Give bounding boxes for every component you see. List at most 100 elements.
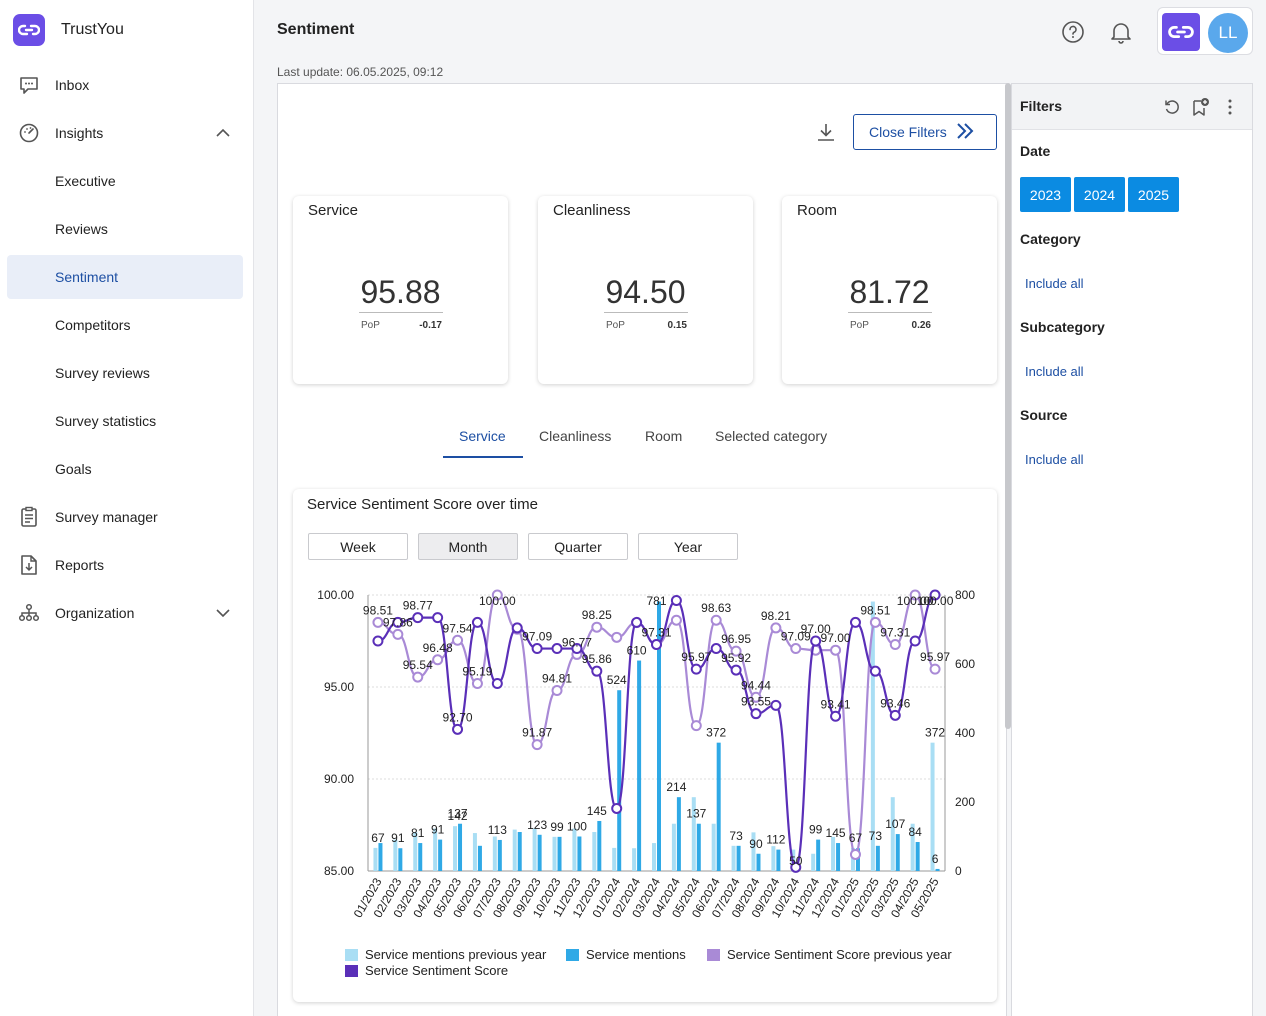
period-month-button[interactable]: Month — [418, 533, 518, 560]
chevron-down-icon[interactable] — [215, 605, 231, 621]
line-point — [432, 654, 444, 666]
legend-label: Service mentions previous year — [365, 947, 547, 962]
bell-icon[interactable] — [1109, 20, 1133, 44]
bar — [751, 832, 756, 871]
sidebar-item-reviews[interactable]: Reviews — [7, 207, 243, 251]
line-point — [611, 631, 623, 643]
tab-selected-category[interactable]: Selected category — [715, 428, 828, 444]
line-data-label: 96.95 — [721, 632, 751, 646]
sidebar-item-organization[interactable]: Organization — [7, 591, 243, 635]
sidebar-item-sentiment[interactable]: Sentiment — [7, 255, 243, 299]
bar — [458, 823, 463, 871]
legend-item-mentions[interactable]: Service mentions — [566, 947, 686, 962]
bar-data-label: 113 — [488, 823, 507, 837]
bar — [915, 842, 920, 871]
line-point — [551, 684, 563, 696]
bar — [517, 832, 522, 871]
tab-service[interactable]: Service — [459, 428, 506, 444]
subcategory-include-all-link[interactable]: Include all — [1025, 364, 1084, 379]
reset-icon[interactable] — [1162, 97, 1182, 117]
line-point — [869, 616, 881, 628]
sidebar-item-insights[interactable]: Insights — [7, 111, 243, 155]
bar — [910, 823, 915, 871]
tab-cleanliness[interactable]: Cleanliness — [539, 428, 612, 444]
account-switcher[interactable]: LL — [1157, 7, 1253, 55]
line-point — [531, 643, 543, 655]
line-point — [690, 720, 702, 732]
legend-swatch — [345, 964, 358, 977]
line-data-label: 97.86 — [383, 615, 413, 629]
source-include-all-link[interactable]: Include all — [1025, 452, 1084, 467]
line-point — [392, 616, 404, 628]
bar — [393, 839, 398, 871]
year-2025-button[interactable]: 2025 — [1128, 177, 1179, 212]
report-icon — [18, 554, 40, 576]
sidebar-item-goals[interactable]: Goals — [7, 447, 243, 491]
year-2024-button[interactable]: 2024 — [1074, 177, 1125, 212]
legend-label: Service mentions — [586, 947, 686, 962]
bar-data-label: 67 — [371, 831, 385, 845]
period-quarter-button[interactable]: Quarter — [528, 533, 628, 560]
sidebar-item-label: Executive — [55, 173, 116, 189]
line-data-label: 95.54 — [403, 658, 433, 672]
help-icon[interactable] — [1061, 20, 1085, 44]
kpi-pop-delta: 0.26 — [911, 320, 931, 331]
period-year-button[interactable]: Year — [638, 533, 738, 560]
legend-swatch — [707, 948, 720, 961]
close-filters-button[interactable]: Close Filters — [853, 114, 997, 150]
bar — [935, 868, 940, 871]
close-filters-label: Close Filters — [869, 124, 947, 140]
line-point — [670, 595, 682, 607]
line-point — [929, 663, 941, 675]
kpi-value: 81.72 — [849, 274, 930, 310]
bar-data-label: 99 — [550, 820, 564, 834]
chevron-up-icon[interactable] — [215, 125, 231, 141]
brand[interactable]: TrustYou — [13, 14, 124, 46]
line-data-label: 97.00 — [821, 631, 851, 645]
bar — [676, 797, 681, 871]
y-right-tick-label: 800 — [955, 588, 975, 602]
bar-data-label: 137 — [686, 807, 706, 821]
download-icon[interactable] — [815, 121, 837, 143]
bar — [836, 843, 841, 871]
bar-data-label: 100 — [567, 820, 587, 834]
bar — [831, 836, 836, 871]
more-vertical-icon[interactable] — [1220, 97, 1240, 117]
sidebar-item-inbox[interactable]: Inbox — [7, 63, 243, 107]
sidebar-item-survey-statistics[interactable]: Survey statistics — [7, 399, 243, 443]
sentiment-chart[interactable]: 85.00 90.00 95.00 100.00 0 200 400 600 800 67 142 3… — [293, 489, 997, 939]
bar — [532, 828, 537, 871]
sidebar-item-reports[interactable]: Reports — [7, 543, 243, 587]
sidebar-item-executive[interactable]: Executive — [7, 159, 243, 203]
bookmark-add-icon[interactable] — [1190, 97, 1210, 117]
year-2023-button[interactable]: 2023 — [1020, 177, 1071, 212]
sidebar-item-survey-manager[interactable]: Survey manager — [7, 495, 243, 539]
kpi-pop-delta: -0.17 — [419, 320, 442, 331]
y-left-tick-label: 100.00 — [317, 588, 354, 602]
legend-item-mentions-prev[interactable]: Service mentions previous year — [345, 947, 546, 962]
filter-section-date: Date — [1020, 143, 1051, 159]
legend-swatch — [345, 948, 358, 961]
bar — [696, 823, 701, 871]
tab-room[interactable]: Room — [645, 428, 683, 444]
line-point — [432, 612, 444, 624]
bar — [597, 820, 602, 871]
bar — [811, 853, 816, 871]
line-point — [730, 664, 742, 676]
sidebar-item-competitors[interactable]: Competitors — [7, 303, 243, 347]
avatar[interactable]: LL — [1208, 13, 1248, 53]
period-week-button[interactable]: Week — [308, 533, 408, 560]
sidebar-item-survey-reviews[interactable]: Survey reviews — [7, 351, 243, 395]
bar-data-label: 107 — [885, 817, 905, 831]
line-point — [770, 622, 782, 634]
legend-item-score[interactable]: Service Sentiment Score — [345, 963, 508, 978]
bar-data-label: 84 — [908, 825, 922, 839]
line-data-label: 98.63 — [701, 601, 731, 615]
line-point — [690, 663, 702, 675]
legend-item-score-prev[interactable]: Service Sentiment Score previous year — [707, 947, 952, 962]
category-include-all-link[interactable]: Include all — [1025, 276, 1084, 291]
line-data-label: 93.41 — [821, 697, 851, 711]
page-title: Sentiment — [277, 21, 355, 38]
filters-header: Filters — [1012, 84, 1252, 130]
scrollbar[interactable] — [1005, 83, 1011, 729]
